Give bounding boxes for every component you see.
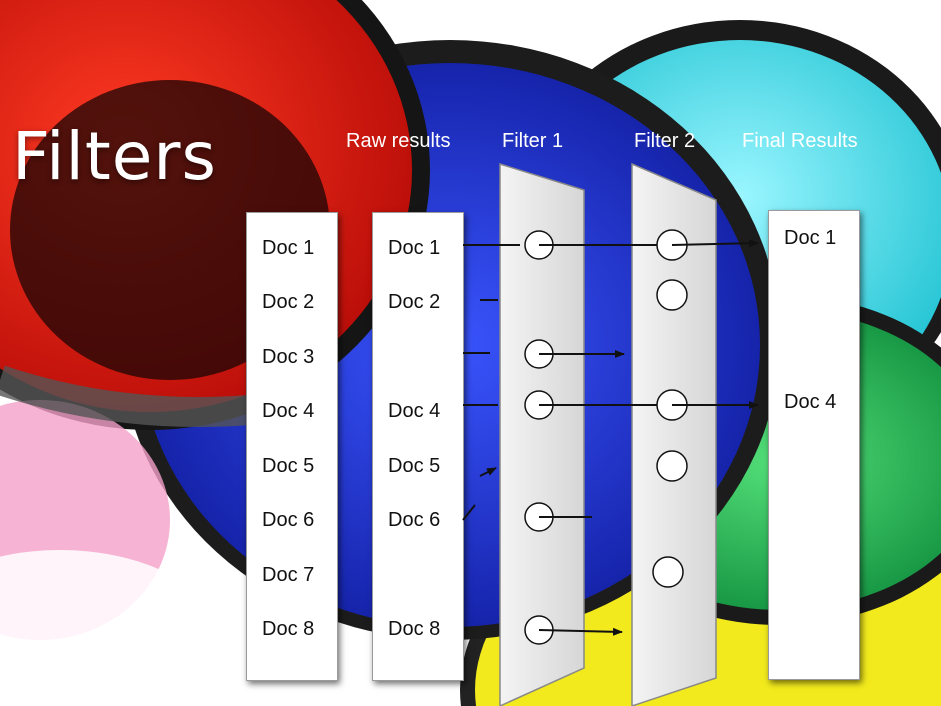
all-doc-1: Doc 1 xyxy=(262,237,315,259)
raw-results-heading: Raw results xyxy=(346,130,451,152)
arrow-f2-doc1 xyxy=(671,239,759,248)
all-doc-4: Doc 4 xyxy=(262,400,315,422)
filter-2-hole-5 xyxy=(656,450,688,482)
all-doc-2: Doc 2 xyxy=(262,291,315,313)
final-doc-4: Doc 4 xyxy=(784,391,837,413)
raw-doc-5: Doc 5 xyxy=(388,455,441,477)
final-results-heading: Final Results xyxy=(742,130,858,152)
raw-doc-4: Doc 4 xyxy=(388,400,441,422)
filter-2-hole-7 xyxy=(652,556,684,588)
filter-2-heading: Filter 2 xyxy=(634,130,696,152)
final-doc-1: Doc 1 xyxy=(784,227,837,249)
raw-doc-1: Doc 1 xyxy=(388,237,441,259)
raw-doc-8: Doc 8 xyxy=(388,618,441,640)
filter-2-hole-2 xyxy=(656,279,688,311)
all-docs-card: Doc 1 Doc 2 Doc 3 Doc 4 Doc 5 Doc 6 Doc … xyxy=(246,212,338,681)
slide-title: Filters xyxy=(12,118,217,195)
filter-1-heading: Filter 1 xyxy=(502,130,564,152)
raw-doc-6: Doc 6 xyxy=(388,509,441,531)
raw-results-card: Doc 1 Doc 2 Doc 4 Doc 5 Doc 6 Doc 8 xyxy=(372,212,464,681)
raw-doc-2: Doc 2 xyxy=(388,291,441,313)
final-results-card: Doc 1 Doc 4 xyxy=(768,210,860,680)
arrow-raw-doc6 xyxy=(462,504,476,521)
arrow-f1-doc8 xyxy=(538,627,623,636)
all-doc-8: Doc 8 xyxy=(262,618,315,640)
filter-1-panel xyxy=(499,162,585,706)
arrow-raw-doc5 xyxy=(479,467,497,477)
all-doc-3: Doc 3 xyxy=(262,346,315,368)
all-doc-7: Doc 7 xyxy=(262,564,315,586)
all-doc-5: Doc 5 xyxy=(262,455,315,477)
all-doc-6: Doc 6 xyxy=(262,509,315,531)
